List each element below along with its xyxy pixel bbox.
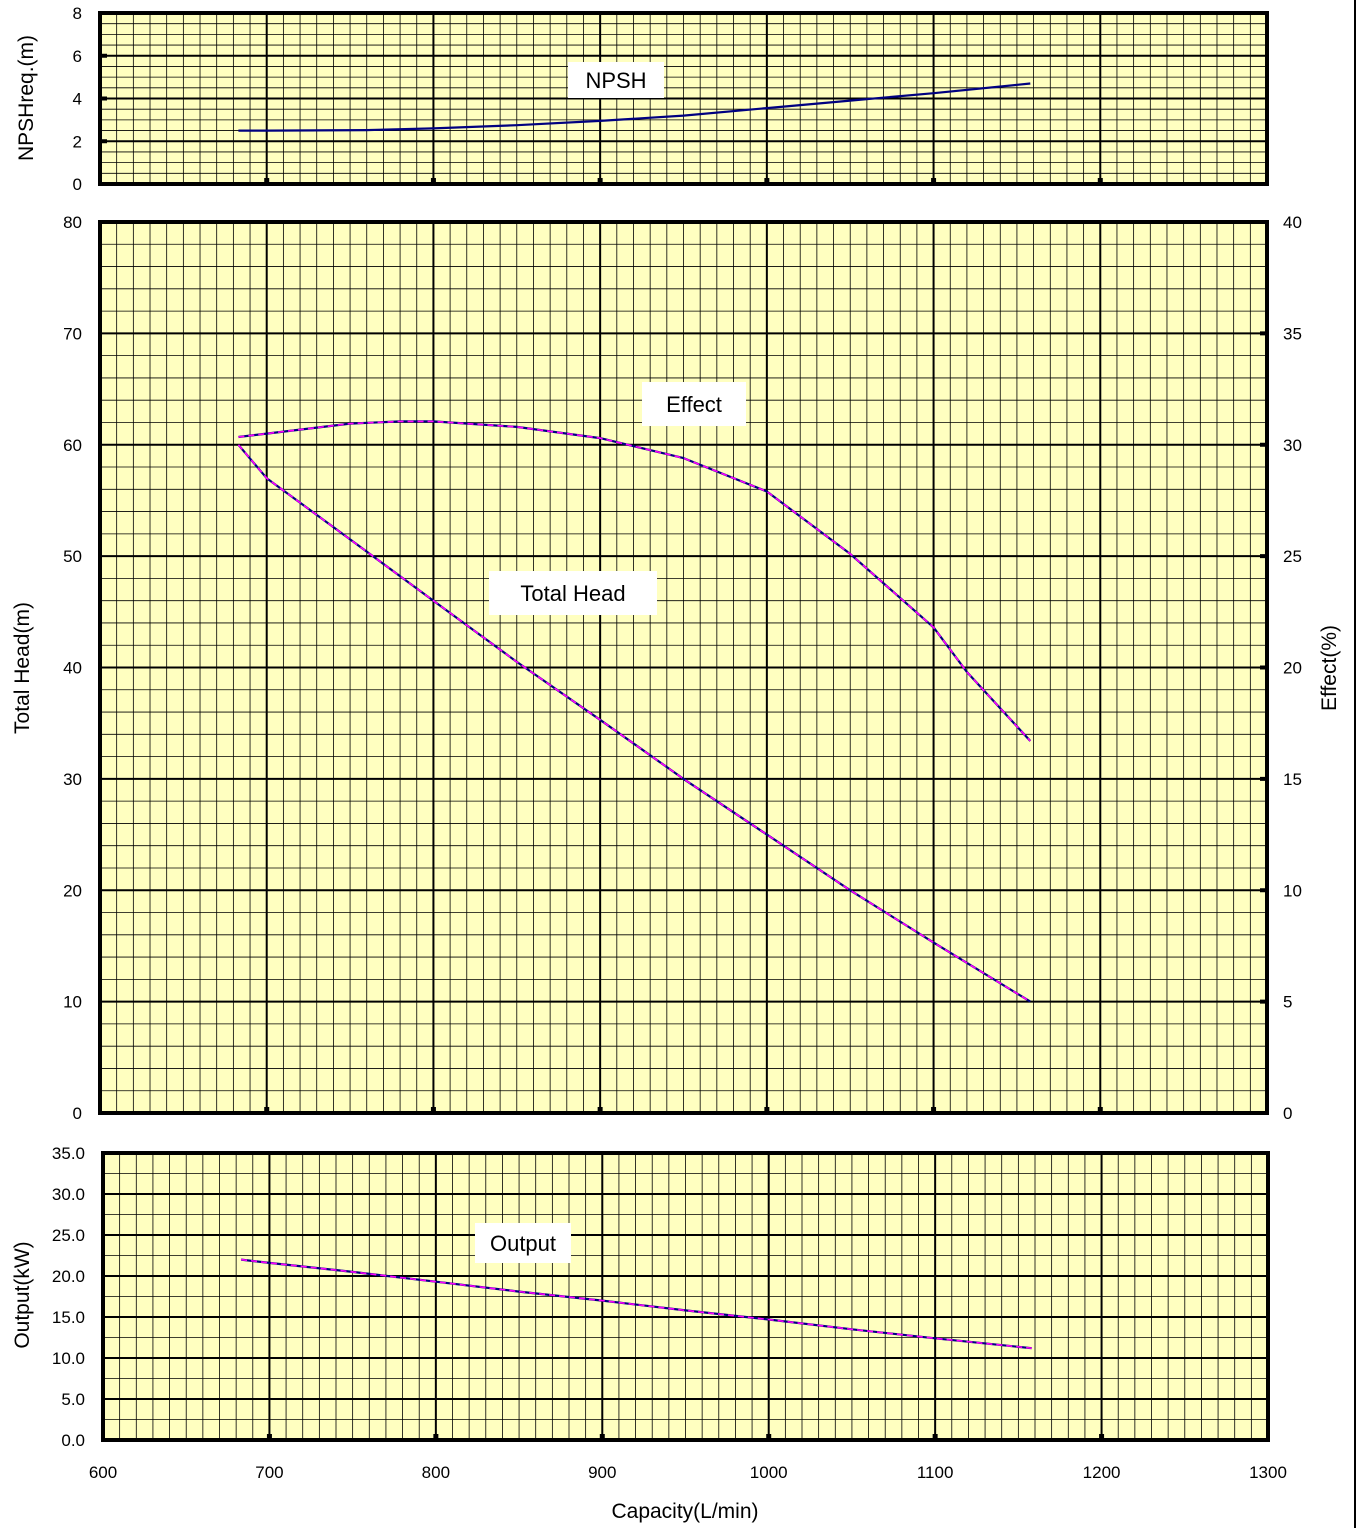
head-grid bbox=[98, 220, 1269, 1115]
effect-y-tick-label: 25 bbox=[1283, 547, 1302, 566]
effect-y-tick-label: 5 bbox=[1283, 993, 1292, 1012]
output-y-tick-label: 25.0 bbox=[52, 1226, 85, 1245]
npsh-y-tick-label: 0 bbox=[73, 175, 82, 194]
head-y-tick-label: 40 bbox=[63, 659, 82, 678]
output-y-tick-label: 0.0 bbox=[61, 1431, 85, 1450]
npsh-y-tick-label: 6 bbox=[73, 47, 82, 66]
total-head-curve-label-box bbox=[489, 571, 657, 615]
effect-y-tick-label: 30 bbox=[1283, 436, 1302, 455]
npsh-curve-label-box bbox=[568, 62, 664, 98]
capacity-x-tick-label: 1100 bbox=[917, 1463, 954, 1482]
head-y-tick-label: 20 bbox=[63, 881, 82, 900]
effect-y-tick-label: 15 bbox=[1283, 770, 1302, 789]
npsh-curve-label: NPSH bbox=[585, 68, 646, 93]
npsh-grid bbox=[98, 11, 1269, 186]
output-y-tick-label: 35.0 bbox=[52, 1144, 85, 1163]
head-axis-title: Total Head(m) bbox=[11, 602, 34, 734]
effect-curve-overlay bbox=[238, 420, 1031, 742]
capacity-x-tick-label: 900 bbox=[588, 1463, 616, 1482]
effect-curve-label: Effect bbox=[666, 392, 722, 417]
effect-y-tick-label: 10 bbox=[1283, 881, 1302, 900]
npsh-y-tick-label: 8 bbox=[73, 4, 82, 23]
output-y-tick-label: 10.0 bbox=[52, 1349, 85, 1368]
npsh-y-tick-label: 2 bbox=[73, 132, 82, 151]
capacity-x-tick-label: 700 bbox=[255, 1463, 283, 1482]
head-y-tick-label: 10 bbox=[63, 993, 82, 1012]
npsh-curve bbox=[238, 82, 1031, 132]
effect-y-tick-label: 40 bbox=[1283, 213, 1302, 232]
npsh-y-tick-label: 4 bbox=[73, 90, 82, 109]
output-y-tick-label: 15.0 bbox=[52, 1308, 85, 1327]
capacity-axis-title: Capacity(L/min) bbox=[611, 1500, 758, 1523]
output-curve-label-box bbox=[475, 1223, 571, 1263]
head-y-tick-label: 70 bbox=[63, 324, 82, 343]
npsh-axis-title: NPSHreq.(m) bbox=[15, 35, 38, 161]
head-y-tick-label: 0 bbox=[73, 1104, 82, 1123]
output-y-tick-label: 20.0 bbox=[52, 1267, 85, 1286]
output-grid bbox=[101, 1151, 1270, 1442]
head-y-tick-label: 30 bbox=[63, 770, 82, 789]
capacity-x-tick-label: 600 bbox=[89, 1463, 117, 1482]
capacity-x-tick-label: 800 bbox=[422, 1463, 450, 1482]
effect-axis-title: Effect(%) bbox=[1318, 625, 1341, 711]
output-y-tick-label: 30.0 bbox=[52, 1185, 85, 1204]
head-y-tick-label: 50 bbox=[63, 547, 82, 566]
capacity-x-tick-label: 1300 bbox=[1249, 1463, 1287, 1482]
effect-y-tick-label: 20 bbox=[1283, 659, 1302, 678]
effect-y-tick-label: 35 bbox=[1283, 324, 1302, 343]
capacity-x-tick-label: 1000 bbox=[750, 1463, 788, 1482]
effect-curve-label-box bbox=[642, 382, 746, 426]
output-curve-overlay bbox=[241, 1258, 1032, 1349]
total-head-curve-overlay bbox=[237, 444, 1031, 1003]
output-y-tick-label: 5.0 bbox=[61, 1390, 85, 1409]
head-y-tick-label: 60 bbox=[63, 436, 82, 455]
effect-y-tick-label: 0 bbox=[1283, 1104, 1292, 1123]
capacity-x-tick-label: 1200 bbox=[1083, 1463, 1121, 1482]
page-right-border bbox=[1354, 0, 1356, 1528]
head-y-tick-label: 80 bbox=[63, 213, 82, 232]
output-axis-title: Output(kW) bbox=[11, 1241, 34, 1348]
output-curve-label: Output bbox=[490, 1231, 556, 1256]
output-frame bbox=[101, 1151, 1270, 1442]
total-head-curve-label: Total Head bbox=[520, 581, 625, 606]
